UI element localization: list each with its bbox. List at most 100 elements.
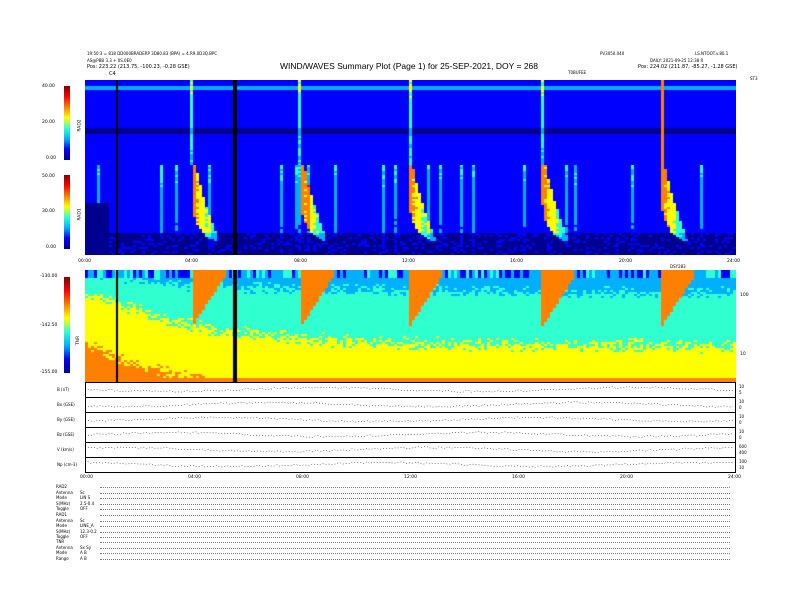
line-panel-tick-1-0: 10 <box>739 399 745 404</box>
bottom-time-2: 08:00 <box>296 475 309 480</box>
footer-rad2-label-0: RAD2 <box>56 484 67 489</box>
line-panel-tick-3-1: 0 <box>739 435 742 440</box>
bottom-time-6: 24:00 <box>728 475 741 480</box>
footer-rad1-label-2: Mode <box>56 523 67 528</box>
line-panel-tick-2-0: 10 <box>739 414 745 419</box>
header-mid-right: PV3050.040 <box>600 51 625 56</box>
tnr-time-extra: DSY283 <box>670 264 686 269</box>
tnr-tick-mid: -142.50 <box>40 323 58 328</box>
footer-rad2-value-3: 2.5-0.4 <box>80 500 95 506</box>
line-panel-1 <box>85 397 736 412</box>
header-right-line-2: DAILY: 2021-09-25 12:38 R <box>650 58 704 63</box>
line-panel-tick-0-1: 5 <box>739 390 742 395</box>
bottom-time-3: 12:00 <box>404 475 417 480</box>
footer-rad1-dots-0 <box>100 515 730 516</box>
footer-tnr-dots-2 <box>100 553 730 554</box>
bottom-time-4: 16:00 <box>512 475 525 480</box>
tnr-spectrogram <box>85 270 736 382</box>
rad1-tick-top: 50.00 <box>42 174 55 179</box>
marker-c4: C4 <box>109 71 116 77</box>
rad1-tick-bot: 0.00 <box>46 245 57 250</box>
rad1-colorbar <box>64 175 70 249</box>
footer-rad2-dots-3 <box>100 503 730 505</box>
line-panel-tick-4-1: 400 <box>739 450 747 455</box>
line-panel-tick-4-0: 600 <box>739 444 747 449</box>
line-panel-tick-0-0: 10 <box>739 384 745 389</box>
line-panel-trace-1 <box>85 401 734 408</box>
tnr-tick-bot: -155.00 <box>40 370 58 375</box>
time-tick-1: 04:00 <box>185 259 198 264</box>
rad2-colorbar <box>64 86 70 160</box>
footer-rad2-value-2: LIN S <box>80 495 91 500</box>
rad1-tick-mid: 30.00 <box>42 209 55 214</box>
tnr-label: TNR <box>76 335 82 346</box>
line-panel-3 <box>85 427 736 442</box>
bottom-time-0: 00:00 <box>80 475 93 480</box>
line-panel-trace-0 <box>85 386 734 393</box>
time-tick-0: 00:00 <box>78 259 91 264</box>
time-tick-3: 12:00 <box>402 259 415 264</box>
line-panels-bottom-axis <box>85 472 736 473</box>
line-panel-tick-2-1: 0 <box>739 420 742 425</box>
rad2-tick-top: 40.00 <box>42 84 55 89</box>
footer-tnr-dots-3 <box>100 558 730 560</box>
line-panel-trace-5 <box>85 461 734 468</box>
rad1-canvas <box>85 165 736 255</box>
tnr-tick-top: -130.00 <box>40 274 58 279</box>
footer-rad2-dots-1 <box>100 492 730 494</box>
footer-rad1-dots-3 <box>100 531 730 533</box>
tnr-canvas <box>85 270 736 382</box>
header-right-line-1: LS.NTOOT.v.80.1 <box>695 51 729 56</box>
footer-rad2-dots-0 <box>100 487 730 488</box>
footer-tnr-label-3: Range <box>56 555 69 561</box>
line-panel-tick-5-1: 10 <box>739 465 745 470</box>
header-right-line-3: Pos: 224.02 (211.87, -85.27, -1.28 GSE) <box>638 64 738 70</box>
rad1-label: RAD1 <box>77 208 83 221</box>
rad2-tick-bot: 0.00 <box>46 156 57 161</box>
footer-rad1-value-3: 12.3-0.2 <box>80 528 97 534</box>
line-panel-label-1: Bx (GSE) <box>57 402 75 407</box>
line-panel-label-0: B (nT) <box>57 387 70 392</box>
line-panel-label-5: Np (cm-3) <box>57 462 78 467</box>
footer-rad1-dots-2 <box>100 526 730 527</box>
footer-tnr-label-2: Mode <box>56 550 67 555</box>
footer-tnr-dots-0 <box>100 542 730 543</box>
bottom-time-1: 04:00 <box>188 475 201 480</box>
footer-rad1-value-2: LINE_A <box>80 523 94 528</box>
footer-rad2-value-4: OFF <box>80 506 88 511</box>
rad2-canvas <box>85 80 736 165</box>
footer-rad2-label-2: Mode <box>56 495 67 500</box>
footer-tnr-value-3: A B <box>80 555 87 561</box>
footer-rad1-label-0: RAD1 <box>56 512 67 517</box>
line-panel-trace-3 <box>85 431 734 438</box>
line-panel-trace-4 <box>85 446 734 453</box>
line-panel-tick-3-0: 10 <box>739 429 745 434</box>
line-panel-label-3: Bz (GSE) <box>57 432 75 437</box>
header-left-line-3: Pos: 223.22 (213.75, -100.23, -0.28 GSE) <box>87 64 190 70</box>
footer-tnr-label-1: Antenna <box>56 544 73 550</box>
footer-rad2-dots-4 <box>100 509 730 510</box>
footer-rad1-dots-4 <box>100 537 730 538</box>
footer-rad2-label-1: Antenna <box>56 489 73 495</box>
header-sub-right: T0BUFEE <box>568 70 587 75</box>
line-panel-2 <box>85 412 736 427</box>
time-tick-4: 16:00 <box>510 259 523 264</box>
footer-tnr-label-0: TNR <box>56 539 65 544</box>
corner-y-label: ST3 <box>750 76 758 81</box>
footer-rad1-value-4: OFF <box>80 534 88 539</box>
footer-rad2-label-4: Toggle <box>56 506 69 511</box>
line-panel-label-2: By (GSE) <box>57 417 75 422</box>
time-tick-6: 24:00 <box>727 259 740 264</box>
tnr-colorbar <box>64 277 70 373</box>
rad2-label: RAD2 <box>77 119 83 132</box>
line-panel-label-4: V (km/s) <box>57 447 74 452</box>
line-panel-5 <box>85 457 736 472</box>
rad1-spectrogram <box>85 165 736 255</box>
tnr-right-tick-100: 100 <box>740 293 749 298</box>
time-tick-2: 08:00 <box>294 259 307 264</box>
header-left-line-1: 19:50:3 = 818 DD000BRADERP 3D80.83 (BPA)… <box>87 51 218 56</box>
line-panel-tick-1-1: 0 <box>739 405 742 410</box>
footer-rad1-value-1: Sc <box>80 517 85 523</box>
footer-tnr-value-2: A B <box>80 550 87 555</box>
footer-rad1-label-4: Toggle <box>56 534 69 539</box>
